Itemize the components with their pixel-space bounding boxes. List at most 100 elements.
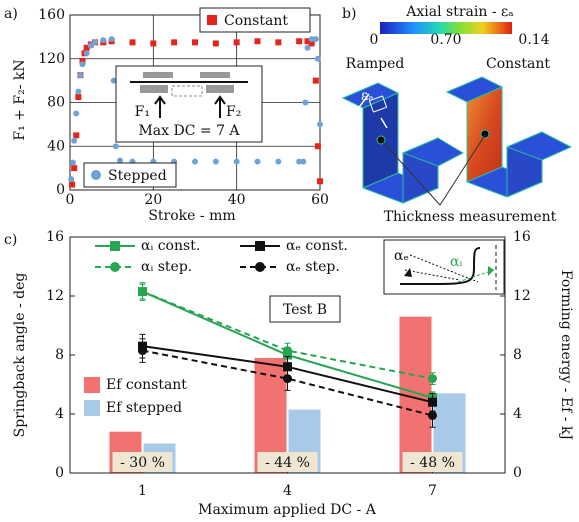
y-tick-label: 0 xyxy=(55,465,64,481)
strain-symbol: εₐ xyxy=(361,88,374,104)
y2-axis-title: Forming energy - Ef - kJ xyxy=(558,270,574,440)
marker xyxy=(275,159,281,165)
marker xyxy=(283,374,292,383)
legend-marker xyxy=(255,262,265,272)
marker xyxy=(71,138,77,144)
legend-label: αₑ step. xyxy=(286,259,340,275)
marker xyxy=(138,346,147,355)
marker xyxy=(313,78,319,84)
legend-label: Constant xyxy=(224,13,288,29)
marker xyxy=(317,121,323,127)
marker xyxy=(70,160,76,166)
y2-tick-label: 0 xyxy=(513,465,522,481)
y-tick-label: 4 xyxy=(55,406,64,422)
marker xyxy=(315,143,321,149)
y2-tick-label: 16 xyxy=(513,229,531,245)
y-tick-label: 80 xyxy=(47,95,65,111)
marker xyxy=(100,37,106,43)
x-tick-label: 0 xyxy=(66,192,75,208)
panel-label: b) xyxy=(342,6,356,22)
marker xyxy=(69,182,75,188)
y2-tick-label: 8 xyxy=(513,347,522,363)
legend-label: αₑ const. xyxy=(286,238,348,254)
y-tick-label: 0 xyxy=(56,182,65,198)
colorbar-label: 0.70 xyxy=(430,32,461,48)
x-tick-label: 4 xyxy=(283,483,292,499)
x-axis-title: Maximum applied DC - A xyxy=(198,502,377,518)
x-tick-label: 1 xyxy=(138,483,147,499)
marker xyxy=(300,159,306,165)
annotation: - 48 % xyxy=(410,455,455,471)
y-axis-title: F₁ + F₂- kN xyxy=(12,59,28,140)
marker xyxy=(296,38,302,44)
marker xyxy=(77,72,83,78)
y-tick-label: 120 xyxy=(38,51,65,67)
marker xyxy=(171,39,177,45)
marker xyxy=(275,39,281,45)
marker xyxy=(109,36,115,42)
legend-marker xyxy=(207,15,217,25)
y-tick-label: 40 xyxy=(47,138,65,154)
marker xyxy=(75,94,81,100)
marker xyxy=(192,39,198,45)
y-tick-label: 8 xyxy=(55,347,64,363)
figure: a) Stroke - mm F₁ + F₂- kN 0408012016002… xyxy=(0,0,579,522)
marker xyxy=(305,45,311,51)
y-tick-label: 160 xyxy=(38,7,65,23)
marker xyxy=(84,50,90,56)
annotation: αᵢ xyxy=(450,254,462,270)
y2-tick-label: 12 xyxy=(513,288,531,304)
annotation: Test B xyxy=(283,302,327,318)
marker xyxy=(255,38,261,44)
marker xyxy=(71,165,77,171)
legend-marker xyxy=(110,241,120,251)
annotation: - 30 % xyxy=(120,455,165,471)
x-tick-label: 20 xyxy=(144,192,162,208)
x-tick-label: 60 xyxy=(311,192,329,208)
marker xyxy=(138,287,147,296)
panel-label: a) xyxy=(4,6,18,22)
x-tick-label: 40 xyxy=(228,192,246,208)
specimen-label: Constant xyxy=(486,56,550,72)
annotation: F₂ xyxy=(226,104,241,120)
marker xyxy=(255,159,261,165)
colorbar-label: 0 xyxy=(370,32,379,48)
x-axis-title: Stroke - mm xyxy=(148,208,235,224)
marker xyxy=(68,176,74,182)
legend-label: Ef stepped xyxy=(106,400,182,416)
specimen-label: Ramped xyxy=(346,56,405,72)
marker xyxy=(428,374,437,383)
marker xyxy=(234,39,240,45)
marker xyxy=(75,89,81,95)
y-axis-title: Springback angle - deg xyxy=(12,273,28,438)
marker xyxy=(302,100,308,106)
marker xyxy=(428,411,437,420)
legend-marker xyxy=(255,241,265,251)
legend-swatch xyxy=(84,400,100,416)
marker xyxy=(192,159,198,165)
marker xyxy=(213,40,219,46)
legend-label: αᵢ const. xyxy=(141,238,200,254)
marker xyxy=(283,346,292,355)
annotation: αₑ xyxy=(394,248,409,264)
legend-swatch xyxy=(84,377,100,393)
marker xyxy=(150,40,156,46)
legend-marker xyxy=(110,262,120,272)
marker xyxy=(80,61,86,67)
marker xyxy=(234,159,240,165)
marker xyxy=(317,178,323,184)
annotation: Max DC = 7 A xyxy=(138,123,240,139)
y-tick-label: 16 xyxy=(46,229,64,245)
legend-marker xyxy=(91,170,101,180)
specimen-constant xyxy=(447,77,571,197)
marker xyxy=(130,39,136,45)
annotation: F₁ xyxy=(135,104,150,120)
marker xyxy=(73,132,79,138)
panel-label: c) xyxy=(4,232,17,248)
marker xyxy=(73,110,79,116)
marker xyxy=(313,36,319,42)
annotation: Thickness measurement xyxy=(384,209,557,225)
y2-tick-label: 4 xyxy=(513,406,522,422)
colorbar-label: 0.14 xyxy=(518,32,549,48)
legend-label: αᵢ step. xyxy=(141,259,192,275)
